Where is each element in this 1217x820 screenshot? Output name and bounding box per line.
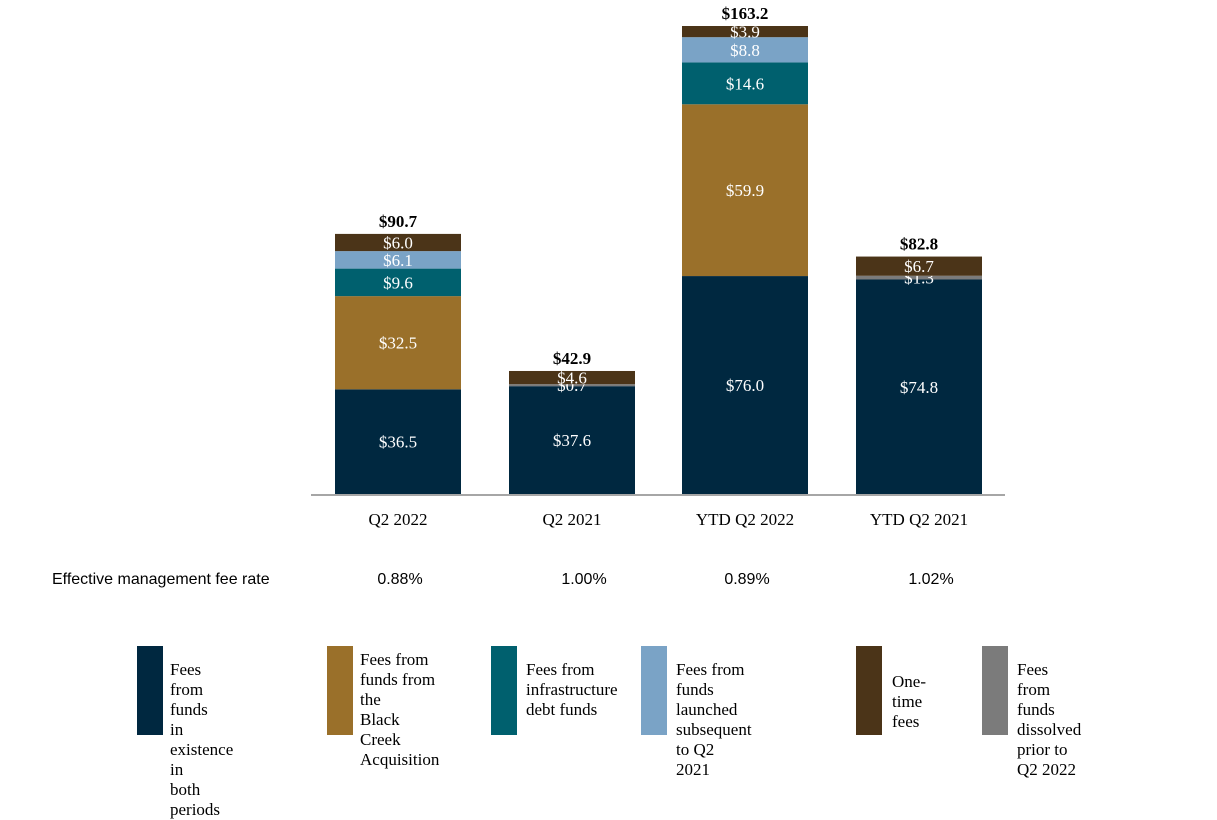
legend-label: Fees from funds from the Black Creek Acq…	[360, 650, 440, 769]
rate-value-q2-2022: 0.88%	[377, 571, 422, 588]
data-label-q2-2022-series-5: $6.0	[383, 234, 413, 253]
x-tick-label-q2-2022: Q2 2022	[368, 510, 427, 529]
rate-value-ytd-q2-2021: 1.02%	[908, 571, 953, 588]
data-label-q2-2022-series-1: $32.5	[379, 334, 417, 353]
legend-swatch	[856, 646, 882, 735]
bars-layer: $36.5$32.5$9.6$6.1$6.0$37.6$0.7$4.6 $76.0…	[335, 23, 982, 494]
bar-ytd-q2-2022-series-5	[682, 26, 808, 38]
data-label-ytd-q2-2022-series-3: $8.8	[730, 41, 760, 60]
data-label-ytd-q2-2022-series-2: $14.6	[726, 74, 764, 93]
category-labels-layer: Q2 2022 Q2 2021 YTD Q2 2022 YTD Q2 2021	[368, 510, 968, 529]
data-label-q2-2021-series-5: $4.6	[557, 369, 587, 388]
rate-value-ytd-q2-2022: 0.89%	[724, 571, 769, 588]
legend-label: Fees from funds dissolved prior to Q2 20…	[1017, 660, 1082, 779]
bar-ytd-q2-2022-series-3	[682, 37, 808, 63]
legend-label: One-time fees	[892, 672, 926, 731]
bar-ytd-q2-2021-series-4	[856, 275, 982, 280]
data-label-ytd-q2-2022-series-5: $3.9	[730, 23, 760, 42]
x-tick-label-ytd-q2-2021: YTD Q2 2021	[870, 510, 968, 529]
data-label-ytd-q2-2022-series-0: $76.0	[726, 376, 764, 395]
data-label-ytd-q2-2021-series-0: $74.8	[900, 378, 938, 397]
data-label-q2-2022-series-3: $6.1	[383, 251, 413, 270]
total-label-ytd-q2-2022: $163.2	[722, 4, 769, 23]
legend-swatch	[137, 646, 163, 735]
legend-swatch	[491, 646, 517, 735]
bar-ytd-q2-2021-series-0	[856, 279, 982, 494]
bar-q2-2022-series-1	[335, 296, 461, 390]
bar-q2-2022-series-2	[335, 268, 461, 297]
bar-q2-2021-series-4	[509, 384, 635, 387]
x-tick-label-q2-2021: Q2 2021	[542, 510, 601, 529]
legend-label: Fees from infrastructure debt funds	[526, 660, 618, 719]
total-label-q2-2022: $90.7	[379, 212, 418, 231]
totals-layer: $90.7 $42.9 $163.2 $82.8	[379, 4, 938, 368]
bar-q2-2022-series-0	[335, 389, 461, 494]
bar-ytd-q2-2021-series-5	[856, 256, 982, 276]
x-tick-label-ytd-q2-2022: YTD Q2 2022	[696, 510, 794, 529]
bar-ytd-q2-2022-series-1	[682, 104, 808, 277]
data-label-q2-2022-series-2: $9.6	[383, 273, 413, 292]
legend-label: Fees from funds in existence in both per…	[170, 660, 234, 819]
legend-swatch	[982, 646, 1008, 735]
rate-row-layer: 0.88% 1.00% 0.89% 1.02% Effective management…	[52, 571, 954, 588]
rate-value-q2-2021: 1.00%	[561, 571, 606, 588]
bar-q2-2021-series-0	[509, 386, 635, 494]
legend: Fees from funds in existence in both per…	[0, 644, 1217, 819]
legend-swatch	[327, 646, 353, 735]
rate-row-label: Effective management fee rate	[52, 571, 270, 588]
data-label-q2-2022-series-0: $36.5	[379, 433, 417, 452]
bar-q2-2022-series-3	[335, 251, 461, 269]
legend-label: Fees from funds launched subsequent to Q…	[676, 660, 752, 779]
stacked-bar-chart: $36.5$32.5$9.6$6.1$6.0$37.6$0.7$4.6 $76.0…	[52, 4, 1005, 588]
legend-swatch	[641, 646, 667, 735]
bar-ytd-q2-2022-series-2	[682, 62, 808, 105]
data-label-ytd-q2-2021-series-5: $6.7	[904, 257, 934, 276]
total-label-q2-2021: $42.9	[553, 349, 591, 368]
bar-q2-2021-series-5	[509, 370, 635, 385]
data-label-q2-2021-series-0: $37.6	[553, 431, 591, 450]
total-label-ytd-q2-2021: $82.8	[900, 235, 938, 254]
data-label-ytd-q2-2022-series-1: $59.9	[726, 181, 764, 200]
bar-ytd-q2-2022-series-0	[682, 276, 808, 494]
bar-q2-2022-series-5	[335, 233, 461, 252]
